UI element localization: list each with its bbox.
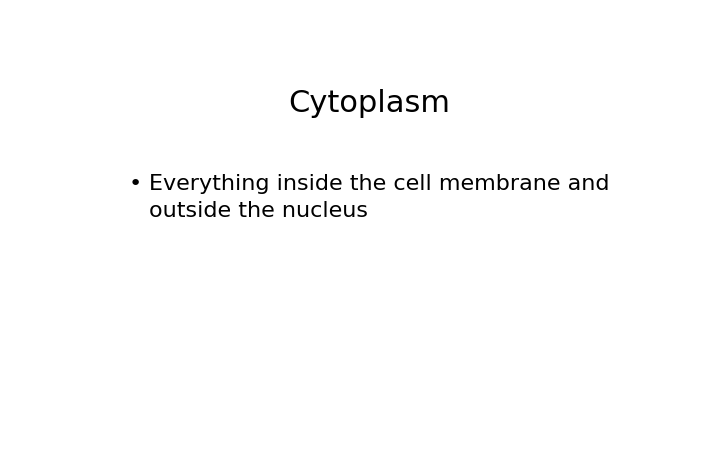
Text: Everything inside the cell membrane and: Everything inside the cell membrane and [148, 174, 609, 194]
Text: Cytoplasm: Cytoplasm [288, 89, 450, 117]
Text: outside the nucleus: outside the nucleus [148, 201, 368, 221]
Text: •: • [129, 174, 143, 194]
